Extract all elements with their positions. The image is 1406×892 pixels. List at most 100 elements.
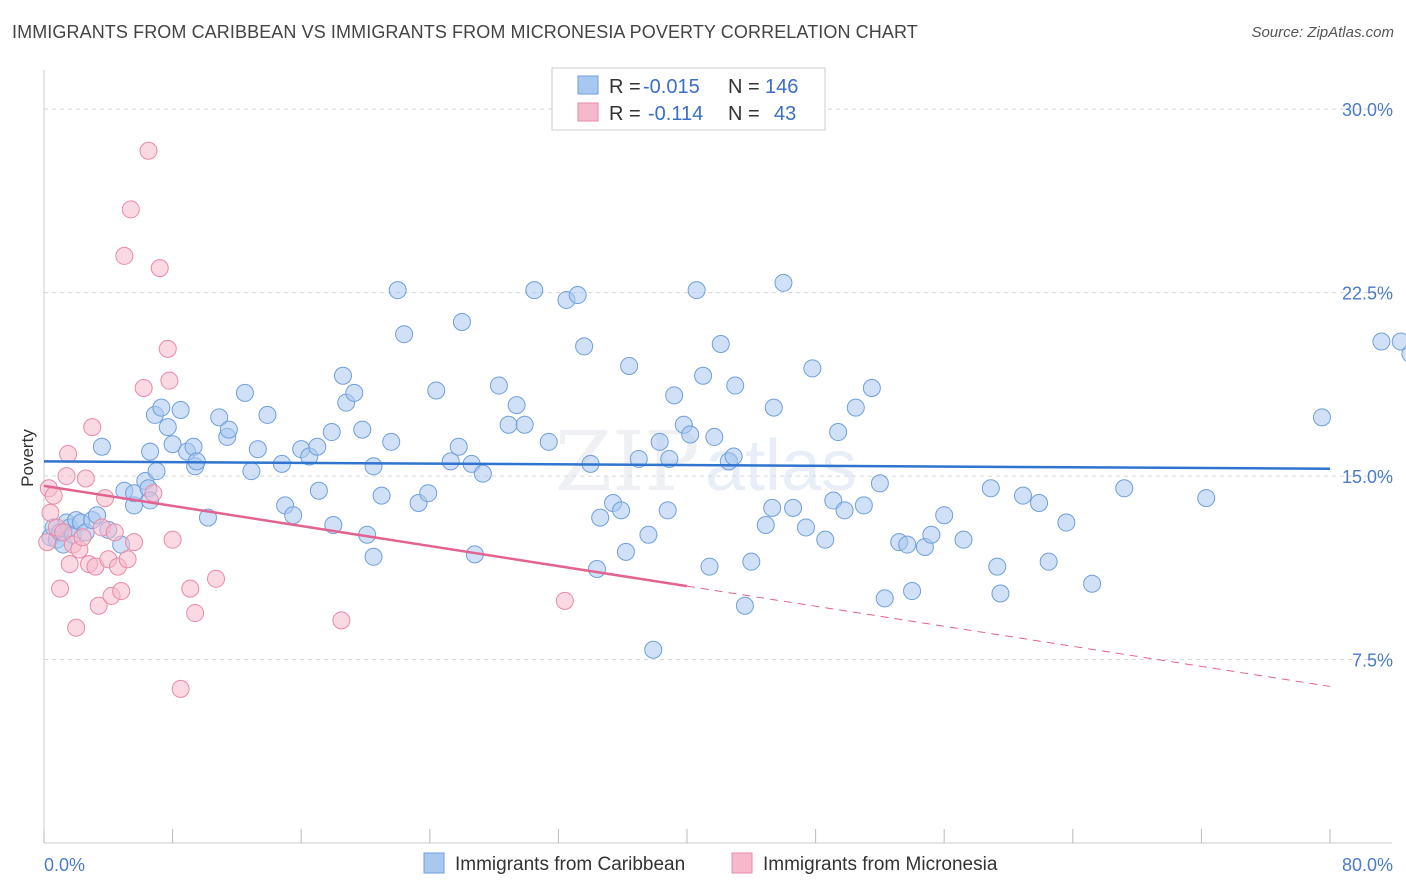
micronesia-point-7 [58, 468, 75, 485]
caribbean-point-106 [764, 499, 781, 516]
caribbean-point-137 [1198, 490, 1215, 507]
caribbean-point-73 [516, 416, 533, 433]
y-tick-labels: 7.5% 15.0% 22.5% 30.0% [1342, 100, 1393, 670]
y-tick-label-1: 15.0% [1342, 467, 1393, 487]
caribbean-point-21 [148, 463, 165, 480]
caribbean-point-62 [420, 485, 437, 502]
caribbean-point-58 [383, 433, 400, 450]
x-tick-label-min: 0.0% [44, 855, 85, 875]
caribbean-point-25 [153, 399, 170, 416]
caribbean-point-107 [765, 399, 782, 416]
y-tick-label-0: 7.5% [1352, 651, 1393, 671]
legend-swatch-micronesia [732, 853, 752, 873]
scatter-chart: ZIP atlas 7.5%15.0%22.5%30.0% 0.0%80.0% … [0, 0, 1406, 892]
caribbean-point-108 [775, 274, 792, 291]
caribbean-point-55 [365, 548, 382, 565]
stats-swatch-caribbean [578, 76, 598, 94]
micronesia-point-0 [39, 534, 56, 551]
micronesia-trend-extension [687, 586, 1330, 686]
micronesia-point-42 [556, 592, 573, 609]
caribbean-point-134 [1058, 514, 1075, 531]
micronesia-point-41 [333, 612, 350, 629]
caribbean-point-53 [354, 421, 371, 438]
caribbean-point-116 [847, 399, 864, 416]
caribbean-point-69 [474, 465, 491, 482]
caribbean-point-114 [830, 424, 847, 441]
caribbean-point-14 [93, 438, 110, 455]
micronesia-point-40 [208, 570, 225, 587]
caribbean-point-130 [992, 585, 1009, 602]
stats-n-value-micronesia: 43 [774, 103, 796, 125]
stats-r-value-caribbean: -0.015 [643, 76, 700, 98]
micronesia-point-28 [122, 201, 139, 218]
micronesia-point-35 [161, 372, 178, 389]
caribbean-point-122 [899, 536, 916, 553]
micronesia-point-27 [119, 551, 136, 568]
caribbean-point-99 [712, 335, 729, 352]
micronesia-point-9 [61, 556, 78, 573]
micronesia-point-8 [60, 446, 77, 463]
micronesia-point-39 [187, 605, 204, 622]
caribbean-point-66 [453, 313, 470, 330]
caribbean-point-87 [640, 526, 657, 543]
caribbean-point-85 [621, 357, 638, 374]
stats-n-label-caribbean: N = [728, 76, 760, 98]
micronesia-point-37 [172, 680, 189, 697]
caribbean-point-117 [855, 497, 872, 514]
caribbean-point-118 [863, 380, 880, 397]
y-tick-label-3: 30.0% [1342, 100, 1393, 120]
caribbean-point-123 [904, 583, 921, 600]
micronesia-point-34 [159, 340, 176, 357]
caribbean-point-109 [785, 499, 802, 516]
caribbean-point-102 [727, 377, 744, 394]
x-tick-label-max: 80.0% [1342, 855, 1393, 875]
caribbean-point-28 [172, 402, 189, 419]
watermark: ZIP atlas [555, 415, 857, 510]
caribbean-point-135 [1084, 575, 1101, 592]
caribbean-point-95 [688, 282, 705, 299]
micronesia-point-20 [97, 490, 114, 507]
caribbean-point-26 [159, 419, 176, 436]
caribbean-point-72 [508, 397, 525, 414]
micronesia-point-23 [106, 524, 123, 541]
caribbean-point-74 [526, 282, 543, 299]
micronesia-point-31 [140, 142, 157, 159]
caribbean-point-40 [259, 406, 276, 423]
caribbean-point-23 [142, 443, 159, 460]
caribbean-point-103 [736, 597, 753, 614]
caribbean-point-70 [490, 377, 507, 394]
caribbean-point-139 [1373, 333, 1390, 350]
caribbean-point-59 [389, 282, 406, 299]
legend-label-micronesia: Immigrants from Micronesia [763, 854, 998, 875]
micronesia-point-25 [113, 583, 130, 600]
caribbean-point-65 [450, 438, 467, 455]
micronesia-point-13 [74, 529, 91, 546]
micronesia-point-38 [182, 580, 199, 597]
caribbean-point-105 [757, 516, 774, 533]
caribbean-point-127 [955, 531, 972, 548]
caribbean-point-46 [309, 438, 326, 455]
stats-r-label-micronesia: R = [609, 103, 641, 125]
micronesia-point-5 [52, 580, 69, 597]
micronesia-points [39, 142, 574, 697]
caribbean-point-84 [617, 543, 634, 560]
caribbean-point-48 [323, 424, 340, 441]
caribbean-point-83 [613, 502, 630, 519]
caribbean-point-119 [871, 475, 888, 492]
stats-n-value-caribbean: 146 [765, 76, 798, 98]
micronesia-point-3 [45, 487, 62, 504]
x-tick-labels: 0.0% 80.0% [44, 855, 1393, 875]
stats-box: R = -0.015 N = 146 R = -0.114 N = 43 [552, 68, 825, 130]
y-tick-label-2: 22.5% [1342, 284, 1393, 304]
caribbean-point-120 [876, 590, 893, 607]
caribbean-point-50 [334, 367, 351, 384]
caribbean-point-131 [1014, 487, 1031, 504]
caribbean-point-36 [220, 421, 237, 438]
caribbean-point-80 [588, 561, 605, 578]
stats-r-value-micronesia: -0.114 [648, 103, 703, 125]
caribbean-point-60 [396, 326, 413, 343]
caribbean-point-115 [836, 502, 853, 519]
caribbean-point-132 [1031, 494, 1048, 511]
caribbean-point-104 [743, 553, 760, 570]
caribbean-point-43 [285, 507, 302, 524]
